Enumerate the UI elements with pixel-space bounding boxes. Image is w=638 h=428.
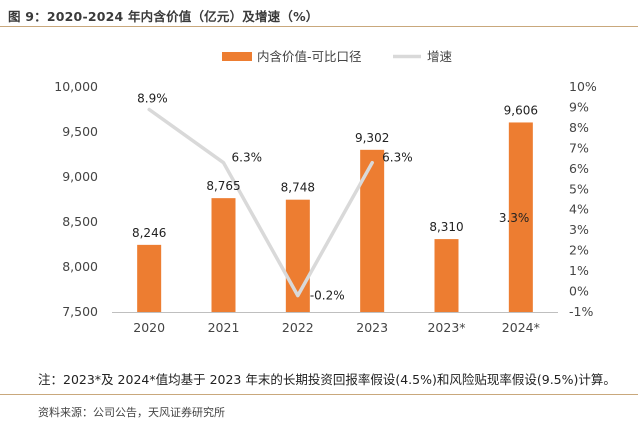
growth-value-label: 6.3% <box>382 151 413 165</box>
right-tick-label: 6% <box>569 161 589 176</box>
left-tick-label: 8,500 <box>62 214 98 229</box>
bar-2023 <box>360 149 385 312</box>
bar-value-label: 9,606 <box>504 103 538 117</box>
bar-value-label: 8,246 <box>132 226 166 240</box>
right-tick-label: 10% <box>569 79 597 94</box>
figure-title: 图 9：2020-2024 年内含价值（亿元）及增速（%） <box>8 9 319 24</box>
chart-note: 注：2023*及 2024*值均基于 2023 年末的长期投资回报率假设(4.5… <box>38 372 616 387</box>
bar-value-label: 8,765 <box>206 179 240 193</box>
growth-value-label: 6.3% <box>232 151 263 165</box>
left-tick-label: 9,500 <box>62 124 98 139</box>
left-tick-label: 9,000 <box>62 169 98 184</box>
bar-value-label: 8,310 <box>429 220 463 234</box>
right-tick-label: 3% <box>569 222 589 237</box>
x-tick-label: 2023 <box>356 320 388 335</box>
growth-value-label: -0.2% <box>310 289 345 303</box>
right-tick-label: 4% <box>569 202 589 217</box>
bar-value-label: 9,302 <box>355 131 389 145</box>
legend-bar-swatch <box>222 52 252 61</box>
right-tick-label: -1% <box>569 304 593 319</box>
x-tick-label: 2022 <box>282 320 314 335</box>
bar-value-label: 8,748 <box>281 181 315 195</box>
x-tick-label: 2021 <box>208 320 240 335</box>
source-text: 资料来源：公司公告，天风证券研究所 <box>38 406 225 419</box>
right-tick-label: 0% <box>569 284 589 299</box>
footer-divider <box>0 394 638 395</box>
bar-2021 <box>211 198 236 312</box>
x-tick-label: 2020 <box>133 320 165 335</box>
bar-2020 <box>137 244 162 312</box>
x-tick-label: 2023* <box>427 320 465 335</box>
right-tick-label: 7% <box>569 140 589 155</box>
right-tick-label: 9% <box>569 99 589 114</box>
growth-value-label: 3.3% <box>499 211 530 225</box>
legend-line-label: 增速 <box>427 49 453 64</box>
right-tick-label: 5% <box>569 181 589 196</box>
bar-2024* <box>508 122 533 313</box>
bar-2023* <box>434 239 459 312</box>
left-tick-label: 7,500 <box>62 304 98 319</box>
x-tick-label: 2024* <box>502 320 540 335</box>
left-tick-label: 10,000 <box>54 79 98 94</box>
title-divider <box>0 26 638 27</box>
right-tick-label: 1% <box>569 263 589 278</box>
right-tick-label: 8% <box>569 120 589 135</box>
right-tick-label: 2% <box>569 243 589 258</box>
growth-line <box>149 110 521 296</box>
legend-bar-label: 内含价值-可比口径 <box>257 49 362 64</box>
left-tick-label: 8,000 <box>62 259 98 274</box>
growth-value-label: 8.9% <box>137 92 168 106</box>
